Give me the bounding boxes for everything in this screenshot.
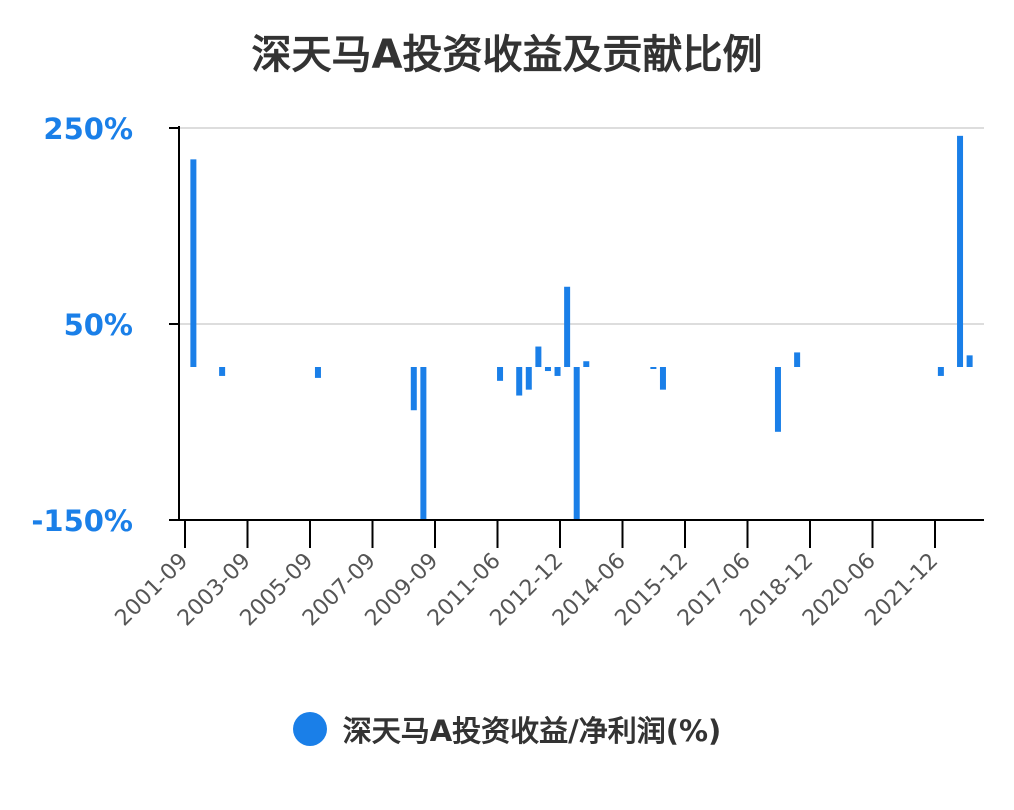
legend-swatch bbox=[292, 712, 327, 746]
y-tick-label: -150% bbox=[31, 504, 133, 538]
bar bbox=[564, 286, 571, 367]
bar bbox=[573, 367, 580, 520]
bar bbox=[957, 135, 964, 367]
bar bbox=[554, 367, 561, 376]
bar bbox=[774, 367, 781, 432]
bar bbox=[583, 361, 590, 367]
bar bbox=[794, 352, 801, 367]
y-tick-label: 50% bbox=[64, 308, 133, 342]
bar bbox=[937, 367, 944, 376]
chart-title: 深天马A投资收益及贡献比例 bbox=[251, 32, 763, 78]
bar-chart: 250%50%-150%2001-092003-092005-092007-09… bbox=[31, 112, 984, 631]
bar bbox=[420, 367, 427, 520]
bar bbox=[497, 367, 504, 381]
bar bbox=[650, 367, 657, 369]
bar bbox=[410, 367, 417, 411]
y-tick-label: 250% bbox=[43, 112, 133, 146]
bar bbox=[544, 367, 551, 372]
bar bbox=[219, 367, 226, 376]
bar bbox=[966, 355, 973, 367]
bar bbox=[516, 367, 523, 396]
bar bbox=[659, 367, 666, 390]
bar bbox=[314, 367, 321, 378]
legend-label: 深天马A投资收益/净利润(%) bbox=[342, 714, 722, 748]
bar bbox=[190, 159, 197, 367]
legend: 深天马A投资收益/净利润(%) bbox=[0, 708, 1014, 750]
bar bbox=[525, 367, 532, 390]
bar bbox=[535, 346, 542, 367]
